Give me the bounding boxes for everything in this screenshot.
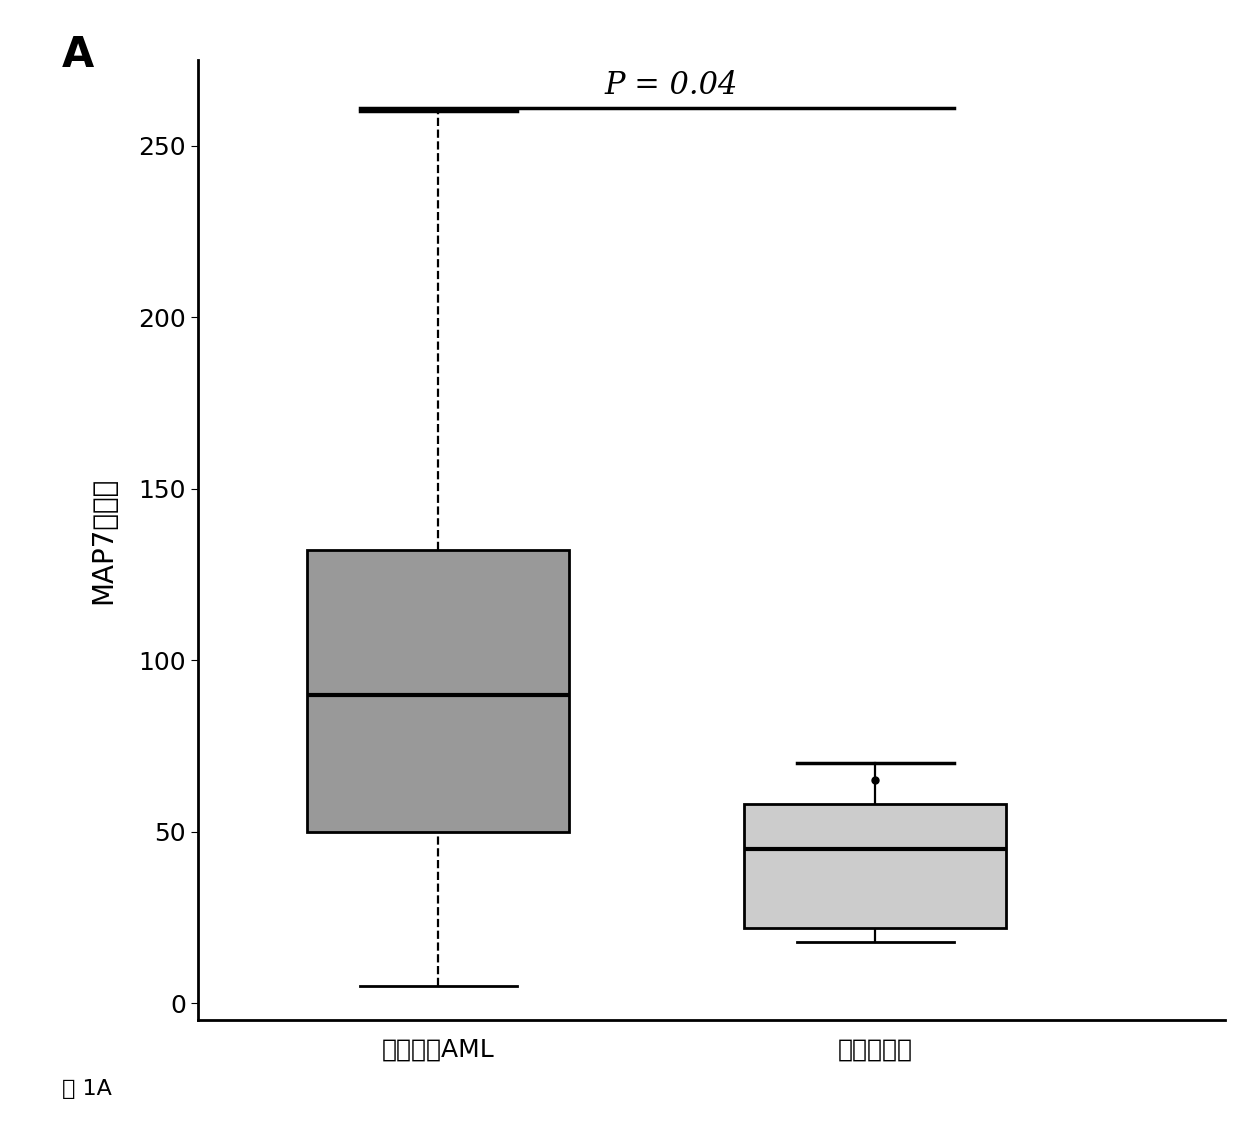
Bar <box>308 550 569 832</box>
Text: P = 0.04: P = 0.04 <box>604 70 738 101</box>
Text: 图 1A: 图 1A <box>62 1078 112 1099</box>
Bar <box>744 805 1007 928</box>
Text: A: A <box>62 34 94 75</box>
Y-axis label: MAP7的表达: MAP7的表达 <box>89 476 118 604</box>
